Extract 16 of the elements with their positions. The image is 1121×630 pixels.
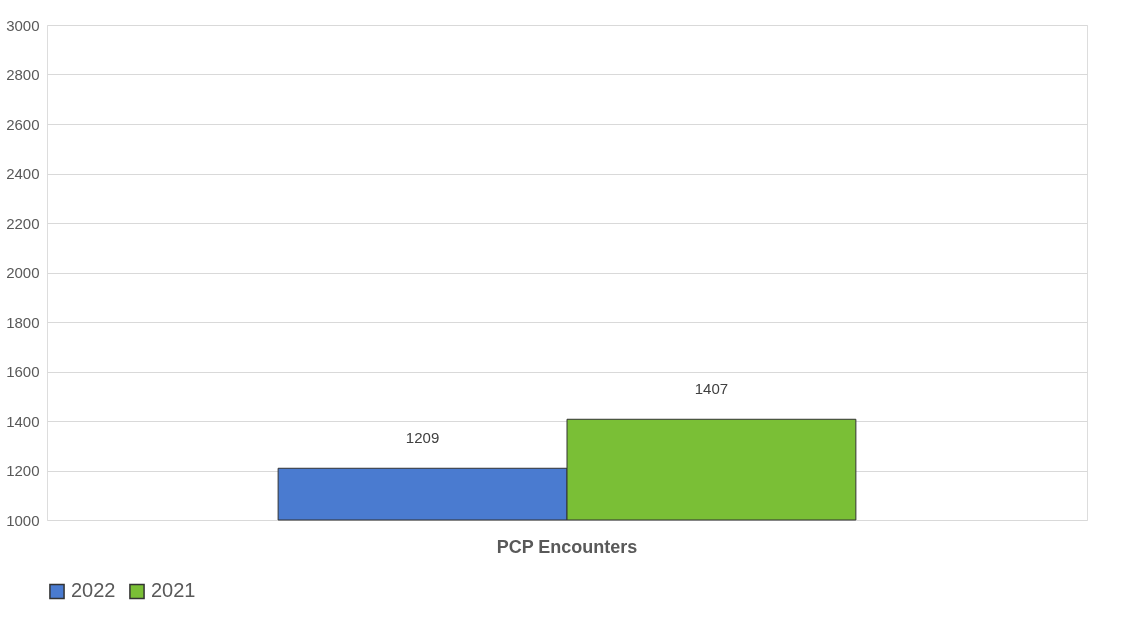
y-tick-label: 2000 — [6, 264, 40, 281]
legend-label: 2021 — [151, 579, 196, 602]
y-tick-label: 1400 — [6, 412, 40, 430]
data-label: 1209 — [405, 429, 440, 447]
y-tick-label: 1600 — [6, 363, 40, 380]
y-tick-label: 2600 — [6, 115, 40, 133]
y-tick-label: 1800 — [6, 313, 40, 331]
y-tick-label: 1000 — [6, 511, 40, 529]
y-tick-label: 3000 — [6, 16, 40, 34]
y-tick-label: 2200 — [6, 214, 40, 232]
y-tick-label: 2800 — [6, 66, 40, 83]
legend-label: 2022 — [71, 579, 116, 602]
data-label: 1407 — [694, 380, 729, 398]
y-tick-label: 2400 — [6, 165, 40, 182]
x-tick-label: PCP Encounters — [496, 536, 638, 557]
y-tick-label: 1200 — [6, 462, 40, 479]
